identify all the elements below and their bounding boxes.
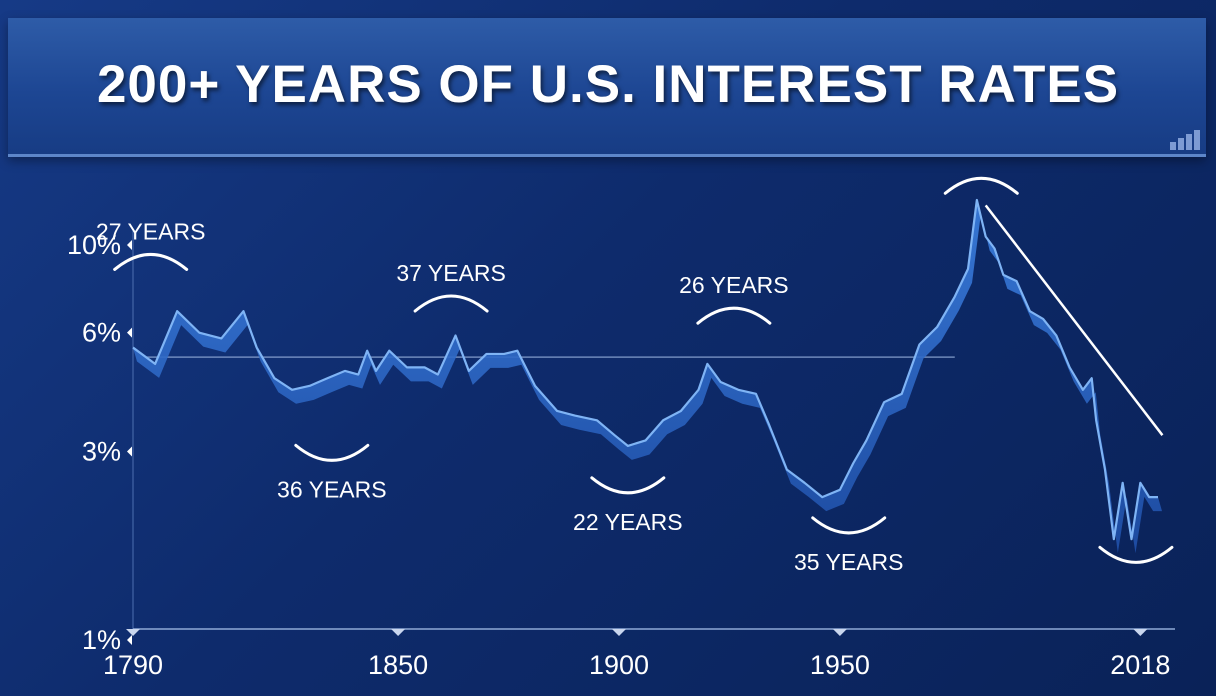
y-tick-marker [127,635,132,645]
annotation-arc [696,306,772,325]
annotation-arc [943,176,1019,195]
annotation-label: 36 YEARS [277,476,387,502]
annotation-label: 22 YEARS [573,509,683,535]
y-tick-label: 3% [82,437,121,467]
rate-series-ribbon [133,200,1162,554]
x-tick-label: 1790 [103,650,163,680]
annotation-label: 37 YEARS [396,260,506,286]
x-tick-marker [391,629,406,636]
x-tick-marker [126,629,140,636]
chart-title: 200+ YEARS OF U.S. INTEREST RATES [96,55,1120,114]
x-tick-label: 1950 [810,650,870,680]
y-axis: 10% 6% 3% 1% [67,230,134,655]
x-axis: 1790 1850 1900 1950 2018 [103,628,1175,680]
y-tick-label: 6% [82,318,121,348]
annotation-arc [413,294,489,313]
annotation-arc [590,476,666,495]
x-tick-label: 1900 [589,650,649,680]
annotation-arc [113,252,189,271]
y-tick-label: 10% [67,230,121,260]
x-tick-label: 1850 [368,650,428,680]
annotation-label: 26 YEARS [679,272,789,298]
annotation-arc [1098,545,1174,564]
annotation-label: 27 YEARS [96,218,206,244]
annotation-arc [294,443,370,462]
y-tick-marker [127,446,132,457]
y-tick-label: 1% [82,625,121,655]
x-tick-marker [1133,629,1148,636]
annotation-label: 35 YEARS [794,549,904,575]
cycle-annotations: 27 YEARS 36 YEARS 37 YEARS 22 YEARS 26 YEARS… [96,176,1174,575]
x-tick-label: 2018 [1110,650,1170,680]
y-tick-marker [127,240,132,251]
x-tick-marker [611,629,626,636]
rate-series-line [132,198,1158,541]
annotation-arc [811,516,887,535]
title-band [8,18,1206,157]
network-logo-mark [1170,128,1204,150]
y-tick-marker [127,327,132,338]
x-tick-marker [832,629,847,636]
downtrend-line [984,204,1164,436]
